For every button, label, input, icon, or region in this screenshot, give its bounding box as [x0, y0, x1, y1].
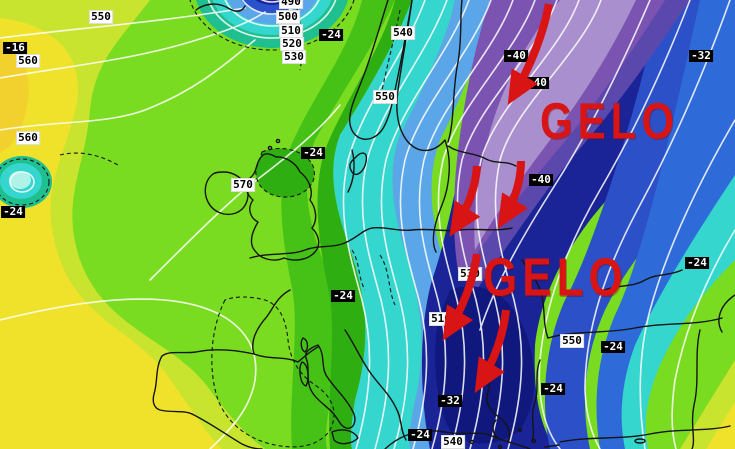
coast-caspian: [691, 294, 735, 449]
coast-corsica: [300, 337, 309, 353]
coast-france-west: [252, 289, 291, 355]
field-darkgreen-band: [317, 0, 412, 449]
field-yellow-corner: [706, 402, 735, 449]
coast-spain-north: [161, 349, 255, 357]
coast-azov: [599, 269, 683, 293]
coast-iceland: [195, 3, 246, 12]
field-blue-band: [596, 0, 735, 449]
coast-adriatic: [344, 329, 407, 441]
field-darkgreen-patch: [255, 148, 315, 198]
field-cyan-arc: [621, 175, 735, 449]
cold-air-arrow: [507, 3, 553, 105]
cold-air-arrow: [474, 309, 510, 393]
coast-denmark: [347, 149, 368, 193]
coast-britain: [245, 153, 320, 261]
coast-finland: [447, 0, 463, 143]
blob-core: [9, 171, 31, 189]
coast-crete: [544, 444, 560, 448]
coast-shetland: [275, 138, 281, 144]
coast-ireland: [204, 171, 249, 216]
coast-blacksea-south: [547, 317, 723, 339]
coast-turkey-south: [559, 425, 731, 443]
coast-gulf-finland: [447, 145, 517, 167]
cold-air-arrow: [442, 253, 481, 341]
coast-cyprus: [634, 438, 646, 444]
field-orange-hint: [0, 40, 29, 152]
cold-air-arrow: [497, 160, 529, 229]
field-cyan-band: [333, 0, 455, 449]
field-yellow-left: [0, 18, 222, 449]
coast-sweden-baltic: [396, 0, 450, 253]
field-midgreen-band: [281, 0, 395, 449]
field-lightblue-band: [392, 0, 492, 449]
coast-portugal: [152, 355, 193, 415]
coast-sicily: [331, 429, 359, 445]
coast-france-med: [253, 346, 319, 363]
coast-blacksea-west: [521, 259, 549, 339]
coast-italy: [304, 344, 356, 429]
cold-air-arrow: [449, 165, 481, 237]
coast-norway: [348, 0, 413, 140]
coast-orkney: [267, 145, 273, 151]
coast-sardinia: [299, 361, 309, 387]
coast-aegean-east: [531, 359, 541, 443]
